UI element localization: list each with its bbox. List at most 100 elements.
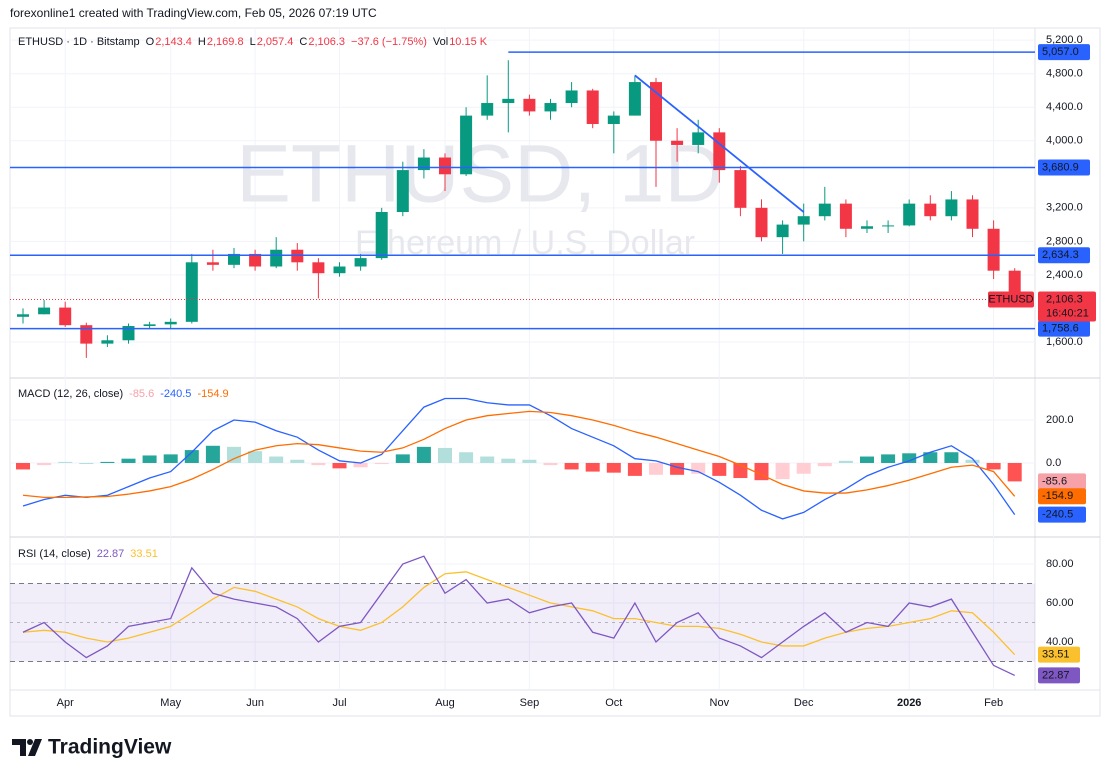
candle-body	[713, 132, 726, 171]
histogram-bar	[438, 447, 452, 463]
candle-body	[924, 203, 937, 217]
candle-body	[544, 103, 557, 112]
x-tick-label: Jul	[332, 697, 346, 709]
histogram-bar	[775, 462, 790, 480]
y-tick-label: 4,800.0	[1046, 68, 1083, 80]
histogram-bar	[269, 456, 284, 463]
histogram-bar	[58, 461, 73, 463]
level-label-box	[1038, 159, 1090, 176]
candle-body	[228, 253, 240, 265]
candle-body	[628, 82, 641, 116]
candle-body	[818, 203, 831, 217]
candle-body	[882, 225, 895, 227]
pane-legend: RSI (14, close) 22.87 33.51	[18, 548, 158, 560]
legend-value: 2,106.3	[308, 36, 345, 48]
y-tick-label: 4,400.0	[1046, 101, 1083, 113]
last-value-box	[1038, 506, 1086, 523]
candle-body	[565, 90, 578, 104]
candle-body	[460, 115, 473, 175]
last-value: 33.51	[1042, 649, 1070, 661]
histogram-bar	[817, 462, 832, 467]
histogram-bar	[522, 459, 537, 463]
histogram-bar	[332, 462, 347, 469]
candle-body	[692, 132, 705, 145]
y-tick-label: 3,200.0	[1046, 202, 1083, 214]
histogram-bar	[670, 462, 685, 475]
candle-body	[945, 199, 958, 217]
candle-body	[607, 115, 620, 124]
series-line	[22, 555, 1015, 677]
y-tick-label: 40.00	[1046, 636, 1074, 648]
histogram-bar	[501, 458, 516, 463]
candle-body	[333, 266, 346, 274]
series-line	[22, 397, 1016, 520]
series-line	[22, 571, 1016, 656]
candle-body	[206, 262, 219, 265]
candle-body	[291, 249, 304, 263]
x-tick-label: 2026	[897, 697, 921, 709]
last-price-box	[1038, 291, 1096, 322]
histogram-bar	[902, 453, 917, 463]
legend-value: -240.5	[160, 388, 191, 400]
candle-body	[839, 203, 852, 229]
countdown: 16:40:21	[1046, 307, 1089, 319]
front-layer: 5,200.0 4,800.0 4,400.0 4,000.0 3,200.0 2,800…	[18, 34, 1096, 709]
legend: ETHUSD · 1D · Bitstamp O2,143.4 H2,169.8 L2…	[18, 36, 488, 48]
x-tick-label: Oct	[605, 697, 622, 709]
level-label-box	[1038, 44, 1090, 61]
legend-value: 22.87	[97, 548, 125, 560]
histogram-bar	[121, 458, 136, 463]
y-tick-label: 5,200.0	[1046, 34, 1083, 46]
pane-title: RSI (14, close)	[18, 548, 91, 560]
legend-value: 2,057.4	[257, 36, 294, 48]
chart-frame	[9, 27, 1101, 717]
last-value: -154.9	[1042, 490, 1073, 502]
candle-body	[861, 226, 873, 229]
histogram-bar	[606, 462, 621, 473]
candle-body	[270, 249, 283, 267]
level-label-box	[1038, 320, 1090, 337]
symbol-tag-box	[988, 291, 1034, 308]
candle-body	[185, 262, 198, 322]
histogram-bar	[459, 452, 474, 463]
candle-body	[122, 326, 135, 341]
legend-key: C	[299, 36, 307, 48]
last-value: -240.5	[1042, 509, 1073, 521]
histogram-bar	[649, 462, 663, 475]
last-value-box	[1038, 473, 1086, 490]
back-layer: ETHUSD, 1D Ethereum / U.S. Dollar	[10, 28, 1035, 690]
y-tick-label: 4,000.0	[1046, 135, 1083, 147]
histogram-bar	[16, 462, 30, 470]
histogram-bar	[860, 456, 874, 463]
last-value: -85.6	[1042, 475, 1067, 487]
legend-key: Vol	[433, 36, 448, 48]
y-tick-label: 2,400.0	[1046, 269, 1083, 281]
level-label: 2,634.3	[1042, 249, 1079, 261]
histogram-bar	[543, 462, 558, 466]
candle-body	[249, 253, 262, 267]
x-tick-label: May	[160, 697, 181, 709]
candle-body	[523, 98, 536, 112]
histogram-bar	[163, 454, 178, 463]
series-line	[22, 410, 1016, 499]
candle-body	[164, 321, 177, 325]
level-label: 3,680.9	[1042, 161, 1079, 173]
legend-value: 2,169.8	[207, 36, 244, 48]
watermark: ETHUSD, 1D	[236, 129, 724, 220]
candle-body	[776, 224, 789, 238]
histogram-bar	[480, 456, 495, 463]
candle-body	[966, 199, 979, 229]
legend-key: −37.6 (−1.75%)	[351, 36, 427, 48]
candle-body	[80, 325, 93, 344]
candle-body	[312, 262, 325, 274]
candle-body	[734, 170, 747, 208]
histogram-bar	[627, 462, 642, 476]
trendline	[634, 74, 805, 213]
histogram-bar	[205, 445, 220, 463]
brand-name: TradingView	[48, 736, 172, 759]
level-label-box	[1038, 247, 1090, 264]
candle-body	[903, 203, 916, 226]
histogram-bar	[290, 459, 305, 463]
last-value-box	[1038, 646, 1080, 663]
